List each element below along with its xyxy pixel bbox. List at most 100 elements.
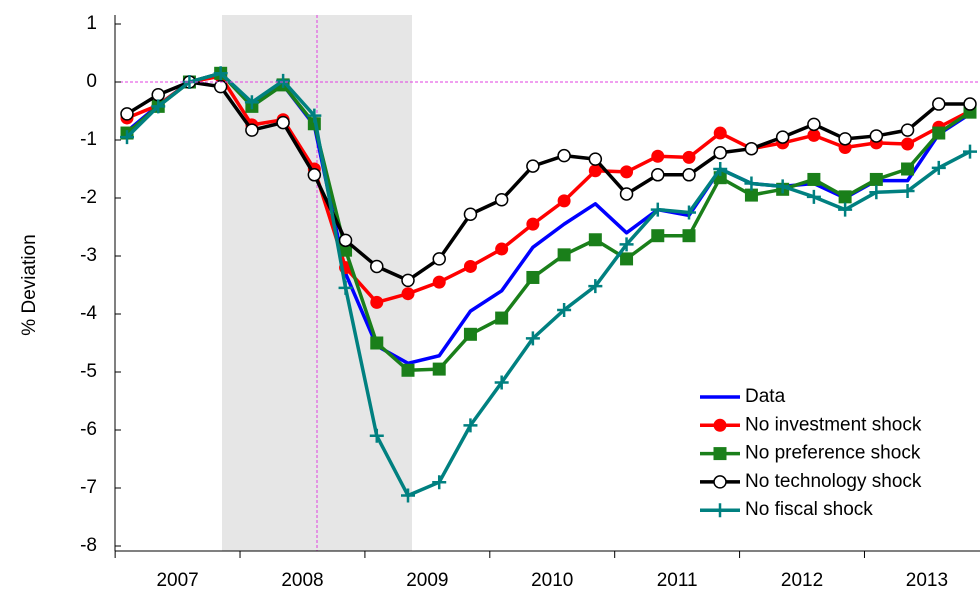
legend-marker (713, 475, 727, 489)
legend-marker (713, 503, 727, 518)
point (370, 295, 384, 309)
point (838, 132, 852, 146)
y-tick-label: -7 (80, 477, 97, 498)
point (932, 126, 946, 140)
point (619, 237, 634, 252)
x-tick-label: 2008 (281, 570, 323, 591)
point (869, 172, 883, 186)
point (713, 146, 727, 160)
point (432, 475, 447, 490)
point (370, 259, 384, 274)
point (775, 130, 790, 144)
point (244, 95, 259, 110)
point (557, 302, 572, 317)
legend: Data No investment shock No preference sho… (700, 386, 922, 520)
point (151, 88, 165, 102)
point (401, 363, 415, 377)
point (651, 168, 665, 182)
point (120, 107, 134, 121)
point (557, 194, 571, 208)
point (900, 123, 915, 137)
point (369, 428, 384, 443)
series-line (125, 71, 971, 498)
point (744, 141, 759, 156)
legend-label: No technology shock (745, 471, 922, 492)
series-line (125, 71, 971, 373)
point (900, 184, 915, 199)
point (620, 252, 634, 266)
point (401, 273, 415, 288)
point (463, 207, 478, 221)
point (807, 172, 821, 186)
point (526, 159, 540, 173)
point (307, 108, 322, 123)
point (588, 279, 603, 294)
point (120, 130, 134, 145)
point (494, 192, 509, 207)
series-line (126, 80, 970, 283)
legend-label: No fiscal shock (745, 499, 873, 520)
legend-label: No preference shock (745, 443, 921, 464)
point (495, 242, 509, 256)
point (557, 148, 571, 163)
point (682, 205, 696, 220)
point (525, 331, 540, 346)
point (526, 217, 540, 231)
point (338, 280, 353, 295)
point (806, 189, 821, 204)
y-tick-label: -4 (80, 303, 97, 324)
x-tick-label: 2013 (906, 570, 948, 591)
point (338, 233, 353, 248)
point (901, 162, 915, 176)
point (807, 117, 821, 132)
point (963, 97, 977, 111)
point (869, 129, 884, 143)
x-tick-label: 2011 (657, 570, 698, 591)
point (432, 252, 446, 266)
x-tick-label: 2010 (531, 570, 573, 591)
point (276, 73, 291, 88)
point (588, 233, 602, 247)
point (463, 259, 477, 273)
plot (120, 66, 977, 503)
series-line (126, 74, 971, 305)
point (807, 128, 821, 142)
point (526, 270, 540, 284)
y-tick-label: -5 (80, 361, 97, 382)
legend-label: No investment shock (745, 414, 922, 435)
point (339, 243, 353, 257)
legend-marker (713, 418, 727, 432)
legend-marker (713, 447, 727, 461)
point (495, 311, 509, 325)
x-tick-label: 2009 (406, 570, 448, 591)
y-axis-label: % Deviation (19, 234, 40, 335)
point (744, 176, 759, 191)
point (432, 362, 446, 376)
point (588, 164, 602, 178)
point (401, 287, 415, 301)
point (245, 123, 259, 137)
y-tick-label: 0 (86, 71, 97, 92)
x-tick-label: 2007 (156, 570, 198, 591)
point (682, 229, 696, 243)
point (276, 115, 290, 130)
y-tick-label: -1 (80, 129, 97, 150)
point (682, 150, 696, 164)
point (838, 190, 852, 204)
point (775, 179, 790, 194)
point (307, 168, 322, 182)
point (401, 488, 415, 503)
point (651, 229, 665, 243)
point (494, 375, 509, 390)
point (370, 336, 384, 350)
point (213, 66, 228, 81)
point (932, 97, 946, 111)
y-tick-label: 1 (86, 13, 97, 34)
point (963, 144, 977, 159)
series (120, 75, 977, 288)
series (120, 66, 977, 503)
point (463, 418, 478, 433)
y-tick-label: -3 (80, 245, 97, 266)
point (213, 79, 228, 94)
